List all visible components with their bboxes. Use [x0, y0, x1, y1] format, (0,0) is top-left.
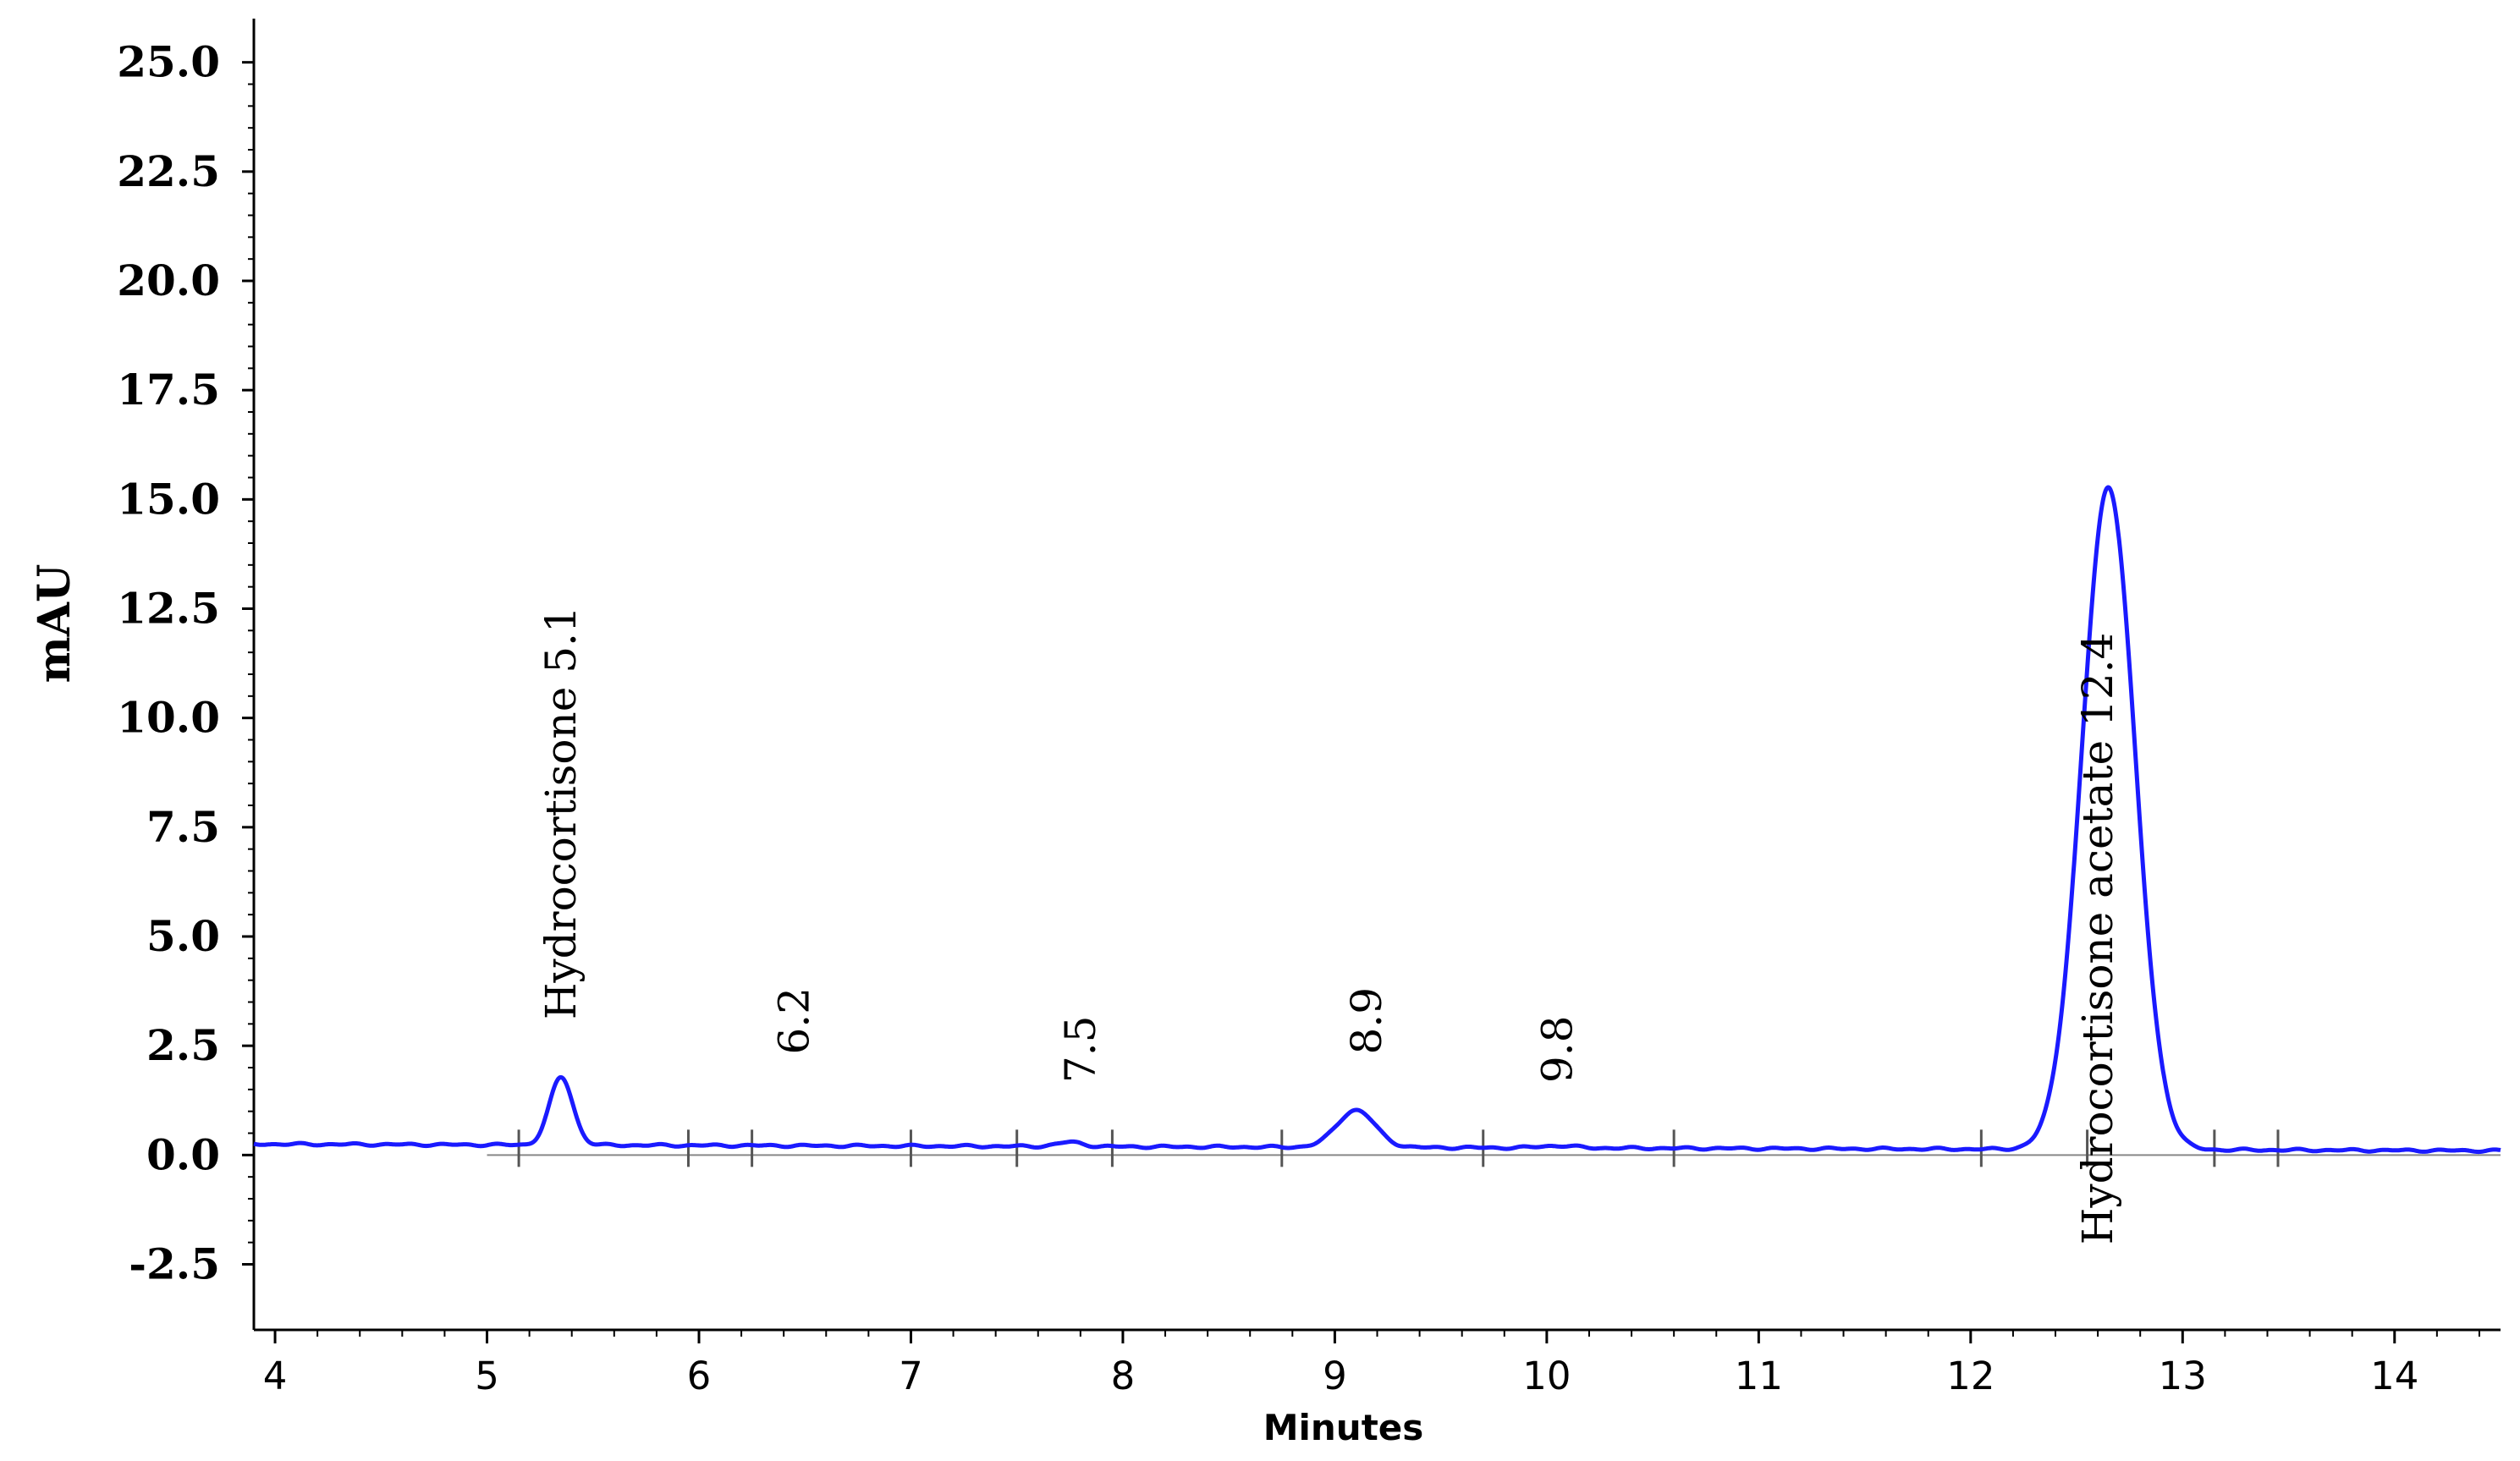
peak-annotation: 9.8 — [1532, 1016, 1582, 1084]
y-tick-label: 12.5 — [117, 584, 220, 634]
peak-annotation: 8.9 — [1342, 987, 1391, 1055]
x-axis-title: Minutes — [1263, 1407, 1424, 1448]
y-tick-label: 15.0 — [117, 474, 220, 524]
peak-annotation: 6.2 — [770, 987, 819, 1055]
x-tick-label: 6 — [687, 1354, 712, 1398]
peak-annotation: Hydrocortisone acetate 12.4 — [2073, 633, 2122, 1245]
x-tick-label: 14 — [2370, 1354, 2418, 1398]
y-axis-title: mAU — [29, 564, 80, 684]
y-tick-label: 0.0 — [146, 1129, 220, 1179]
y-tick-label: 17.5 — [117, 365, 220, 415]
y-tick-label: 22.5 — [117, 146, 220, 196]
y-tick-label: 20.0 — [117, 255, 220, 305]
x-tick-label: 8 — [1111, 1354, 1136, 1398]
x-tick-label: 9 — [1323, 1354, 1347, 1398]
x-tick-label: 4 — [263, 1354, 288, 1398]
y-tick-label: -2.5 — [129, 1239, 220, 1289]
y-tick-label: 7.5 — [146, 802, 220, 852]
x-tick-label: 13 — [2159, 1354, 2207, 1398]
x-tick-label: 7 — [899, 1354, 923, 1398]
y-tick-label: 10.0 — [117, 693, 220, 743]
x-tick-label: 12 — [1946, 1354, 1995, 1398]
x-tick-label: 5 — [475, 1354, 499, 1398]
peak-annotation: 7.5 — [1056, 1016, 1105, 1084]
x-tick-label: 10 — [1522, 1354, 1571, 1398]
signal-trace — [252, 485, 2502, 1155]
y-tick-label: 2.5 — [146, 1020, 220, 1070]
peak-annotation: Hydrocortisone 5.1 — [536, 606, 586, 1019]
y-tick-label: 25.0 — [117, 37, 220, 87]
x-tick-label: 11 — [1735, 1354, 1783, 1398]
y-tick-label: 5.0 — [146, 911, 220, 961]
